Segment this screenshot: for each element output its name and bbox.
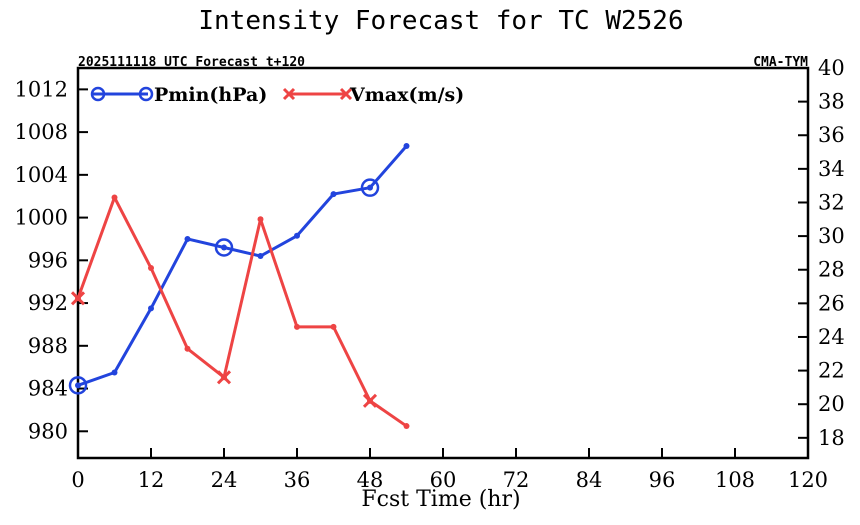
y-right-tick-label: 34 — [818, 157, 845, 181]
x-tick-label: 36 — [284, 468, 311, 492]
legend-pmin-marker-right — [138, 86, 154, 102]
y-left-tick-label: 1012 — [15, 77, 68, 101]
chart-subtitle-left: 2025111118 UTC Forecast t+120 — [78, 55, 305, 70]
pmin-major-marker — [68, 376, 88, 395]
x-tick-label: 60 — [430, 468, 457, 492]
y-left-tick-label: 996 — [28, 248, 68, 272]
pmin-point — [184, 235, 191, 242]
pmin-point — [221, 244, 227, 251]
y-left-tick-label: 1008 — [15, 120, 68, 144]
pmin-point — [75, 382, 81, 389]
vmax-point — [257, 216, 264, 223]
vmax-point — [330, 323, 337, 330]
y-left-tick-label: 1004 — [15, 163, 68, 187]
y-right-tick-label: 24 — [818, 325, 845, 349]
legend-pmin-label: Pmin(hPa) — [154, 84, 267, 106]
x-tick-label: 72 — [503, 468, 530, 492]
legend-vmax-marker-right — [339, 87, 353, 101]
pmin-point — [294, 232, 300, 239]
legend-vmax-label: Vmax(m/s) — [349, 84, 464, 106]
vmax-major-marker — [216, 370, 232, 385]
legend-pmin-marker-left — [90, 86, 106, 102]
pmin-major-marker — [360, 178, 380, 197]
vmax-point — [148, 265, 154, 272]
y-right-tick-label: 26 — [818, 291, 845, 315]
pmin-point — [403, 143, 410, 149]
pmin-point — [148, 305, 154, 312]
x-tick-label: 24 — [211, 468, 238, 492]
chart-title: Intensity Forecast for TC W2526 — [198, 6, 683, 36]
y-left-tick-label: 992 — [28, 291, 68, 315]
vmax-point — [184, 345, 191, 352]
y-left-tick-label: 984 — [28, 377, 68, 401]
vmax-point — [403, 423, 410, 430]
legend-vmax-marker-left — [282, 87, 296, 101]
y-right-tick-label: 18 — [818, 426, 845, 450]
x-tick-label: 48 — [357, 468, 384, 492]
x-tick-label: 84 — [576, 468, 603, 492]
plot-frame — [76, 66, 810, 460]
y-right-tick-label: 40 — [818, 56, 845, 80]
y-right-tick-label: 22 — [818, 359, 845, 383]
chart-subtitle-right: CMA-TYM — [753, 55, 808, 70]
y-right-tick-label: 28 — [818, 258, 845, 282]
y-right-tick-label: 30 — [818, 224, 845, 248]
pmin-point — [111, 369, 118, 376]
x-tick-label: 108 — [715, 468, 755, 492]
vmax-major-marker — [362, 393, 378, 408]
x-tick-label: 12 — [138, 468, 165, 492]
y-right-tick-label: 32 — [818, 190, 845, 214]
x-tick-label: 96 — [649, 468, 676, 492]
vmax-point — [111, 194, 118, 201]
vmax-series-line — [76, 195, 408, 428]
pmin-series-line — [77, 145, 408, 387]
x-tick-label: 120 — [788, 468, 828, 492]
y-left-tick-label: 988 — [28, 334, 68, 358]
x-tick-label: 0 — [71, 468, 84, 492]
y-left-tick-label: 980 — [28, 419, 68, 443]
legend: Pmin(hPa) Vmax(m/s) — [90, 84, 464, 106]
vmax-point — [294, 323, 300, 330]
y-left-tick-label: 1000 — [15, 206, 68, 230]
pmin-point — [367, 184, 373, 191]
y-right-tick-label: 20 — [818, 392, 845, 416]
y-right-tick-label: 38 — [818, 90, 845, 114]
vmax-major-marker — [70, 291, 86, 306]
x-axis-label: Fcst Time (hr) — [361, 487, 520, 512]
pmin-point — [330, 191, 337, 198]
pmin-major-marker — [214, 238, 234, 257]
y-right-tick-label: 36 — [818, 123, 845, 147]
pmin-point — [257, 253, 264, 260]
